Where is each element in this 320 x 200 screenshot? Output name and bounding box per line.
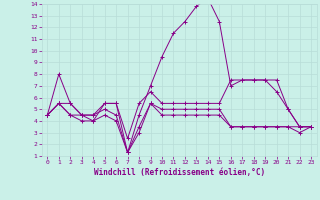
X-axis label: Windchill (Refroidissement éolien,°C): Windchill (Refroidissement éolien,°C) xyxy=(94,168,265,177)
